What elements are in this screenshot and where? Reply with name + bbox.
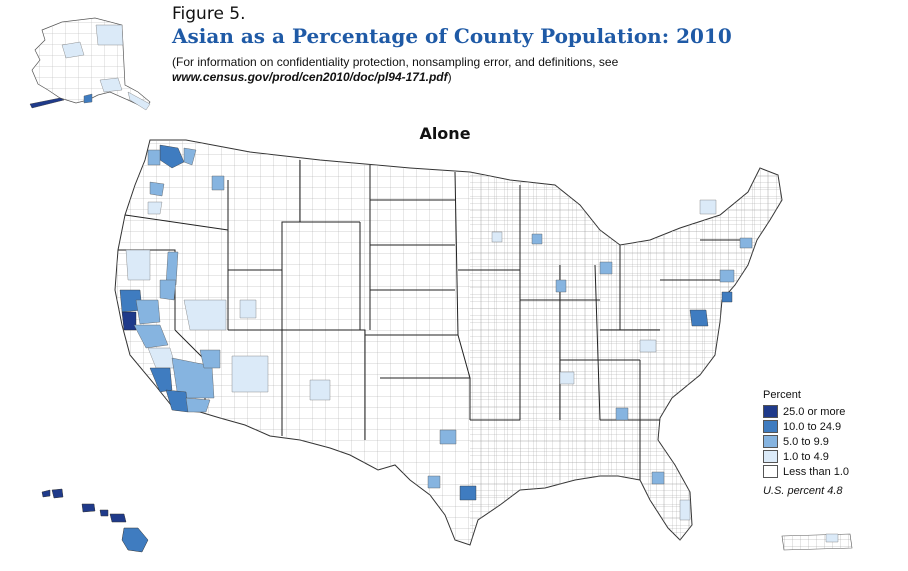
legend-item: 5.0 to 9.9 [763,434,849,449]
legend-item: 1.0 to 4.9 [763,449,849,464]
note-text: (For information on confidentiality prot… [172,55,619,69]
legend-label: 10.0 to 24.9 [783,420,842,433]
source-note: (For information on confidentiality prot… [172,55,618,85]
puerto-rico-map [781,533,853,551]
figure-label: Figure 5. [172,4,246,24]
hawaii-map [41,488,149,553]
legend-item: 10.0 to 24.9 [763,419,849,434]
legend-title: Percent [763,389,801,401]
legend-label: 25.0 or more [783,405,846,418]
legend-swatch [763,420,778,433]
figure-title: Asian as a Percentage of County Populati… [172,24,732,48]
legend-item: Less than 1.0 [763,464,849,479]
us-percent-note: U.S. percent 4.8 [763,485,843,497]
legend-label: 5.0 to 9.9 [783,435,829,448]
county-shading [119,144,753,521]
legend-swatch [763,405,778,418]
contiguous-us-map [114,139,783,546]
map-subtitle: Alone [419,124,471,143]
legend-swatch [763,450,778,463]
legend-label: 1.0 to 4.9 [783,450,829,463]
legend-swatch [763,465,778,478]
note-close: ) [447,70,452,84]
legend-swatch [763,435,778,448]
legend-label: Less than 1.0 [783,465,850,478]
alaska-map [29,17,151,111]
legend-item: 25.0 or more [763,404,849,419]
note-url-link[interactable]: www.census.gov/prod/cen2010/doc/pl94-171… [172,70,448,84]
map-legend: Percent 25.0 or more 10.0 to 24.9 5.0 to… [763,389,849,479]
